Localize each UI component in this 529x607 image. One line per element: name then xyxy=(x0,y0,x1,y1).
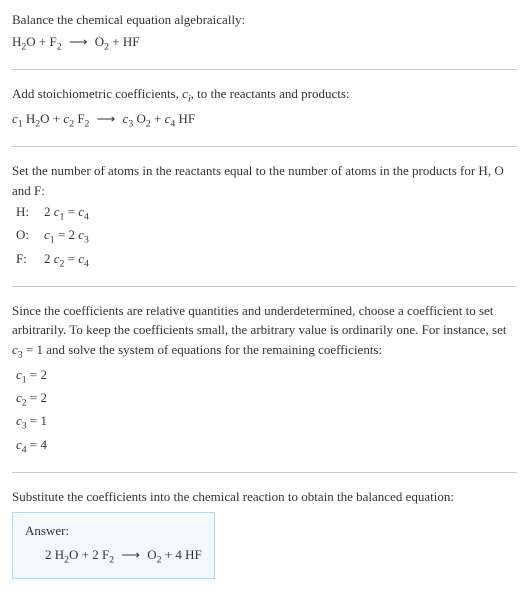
answer-box: Answer: 2 H2O + 2 F2 ⟶ O2 + 4 HF xyxy=(12,512,215,579)
t2: O + xyxy=(40,111,63,126)
answer-equation: 2 H2O + 2 F2 ⟶ O2 + 4 HF xyxy=(25,545,202,568)
t5: + xyxy=(151,111,165,126)
atom-row-o: O: c1 = 2 c3 xyxy=(16,225,517,248)
lhs-coef: 2 xyxy=(44,204,54,219)
divider xyxy=(12,286,517,287)
stoich-arrow: ⟶ xyxy=(93,109,120,129)
stoich-c: ci xyxy=(182,86,191,101)
eq-sign: = xyxy=(64,251,78,266)
ans-rhs2: + 4 HF xyxy=(162,547,202,562)
solve-intro: Since the coefficients are relative quan… xyxy=(12,301,517,363)
eq-sign: = xyxy=(64,204,78,219)
atom-eq: 2 c2 = c4 xyxy=(44,249,89,272)
problem-equation: H2O + F2 ⟶ O2 + HF xyxy=(12,32,517,55)
atom-eq: c1 = 2 c3 xyxy=(44,225,89,248)
ans-lhs2: O + 2 F xyxy=(69,547,109,562)
ans-lhs1: 2 H xyxy=(45,547,64,562)
atom-row-h: H: 2 c1 = c4 xyxy=(16,202,517,225)
atom-label: O: xyxy=(16,225,44,245)
stoich-intro-b: , to the reactants and products: xyxy=(191,86,350,101)
ans-lhs2-sub: 2 xyxy=(109,555,114,566)
t6: HF xyxy=(175,111,195,126)
t1: H xyxy=(23,111,36,126)
stoich-intro: Add stoichiometric coefficients, ci, to … xyxy=(12,84,517,107)
atom-label: F: xyxy=(16,249,44,269)
lhs-coef: 2 xyxy=(44,251,54,266)
t3s: 2 xyxy=(85,119,90,130)
eq-rhs1: O xyxy=(95,34,104,49)
ans-arrow: ⟶ xyxy=(117,545,144,565)
answer-label: Answer: xyxy=(25,521,202,541)
stoich-intro-a: Add stoichiometric coefficients, xyxy=(12,86,182,101)
section-atoms: Set the number of atoms in the reactants… xyxy=(12,161,517,272)
solve-intro-b: = 1 and solve the system of equations fo… xyxy=(23,342,382,357)
rhs-s: 3 xyxy=(84,235,89,246)
eq-rhs2: + HF xyxy=(109,34,139,49)
divider xyxy=(12,146,517,147)
rhs-s: 4 xyxy=(84,212,89,223)
coeff-row: c4 = 4 xyxy=(16,435,517,458)
eq-arrow: ⟶ xyxy=(65,32,92,52)
eq-lhs1: H xyxy=(12,34,21,49)
coeff-val: = 2 xyxy=(27,367,47,382)
coeff-row: c1 = 2 xyxy=(16,365,517,388)
eq-lhs2-sub: 2 xyxy=(57,41,62,52)
atoms-equations: H: 2 c1 = c4 O: c1 = 2 c3 F: 2 c2 = c4 xyxy=(12,202,517,272)
divider xyxy=(12,69,517,70)
t4: O xyxy=(133,111,146,126)
answer-intro: Substitute the coefficients into the che… xyxy=(12,487,517,507)
coeff-list: c1 = 2 c2 = 2 c3 = 1 c4 = 4 xyxy=(12,365,517,458)
stoich-equation: c1 H2O + c2 F2 ⟶ c3 O2 + c4 HF xyxy=(12,109,517,132)
solve-intro-a: Since the coefficients are relative quan… xyxy=(12,303,507,338)
atom-label: H: xyxy=(16,202,44,222)
divider xyxy=(12,472,517,473)
problem-intro: Balance the chemical equation algebraica… xyxy=(12,10,517,30)
section-stoich: Add stoichiometric coefficients, ci, to … xyxy=(12,84,517,132)
coeff-row: c2 = 2 xyxy=(16,388,517,411)
t3: F xyxy=(74,111,84,126)
coeff-val: = 4 xyxy=(27,437,47,452)
eq-lhs2: O + F xyxy=(26,34,56,49)
rhs-s: 4 xyxy=(84,258,89,269)
ans-rhs1: O xyxy=(147,547,156,562)
coeff-row: c3 = 1 xyxy=(16,411,517,434)
section-answer: Substitute the coefficients into the che… xyxy=(12,487,517,579)
eq-sign: = 2 xyxy=(55,227,79,242)
atom-eq: 2 c1 = c4 xyxy=(44,202,89,225)
section-solve: Since the coefficients are relative quan… xyxy=(12,301,517,458)
atoms-intro: Set the number of atoms in the reactants… xyxy=(12,161,517,200)
section-problem: Balance the chemical equation algebraica… xyxy=(12,10,517,55)
coeff-val: = 2 xyxy=(27,390,47,405)
atom-row-f: F: 2 c2 = c4 xyxy=(16,249,517,272)
coeff-val: = 1 xyxy=(27,413,47,428)
